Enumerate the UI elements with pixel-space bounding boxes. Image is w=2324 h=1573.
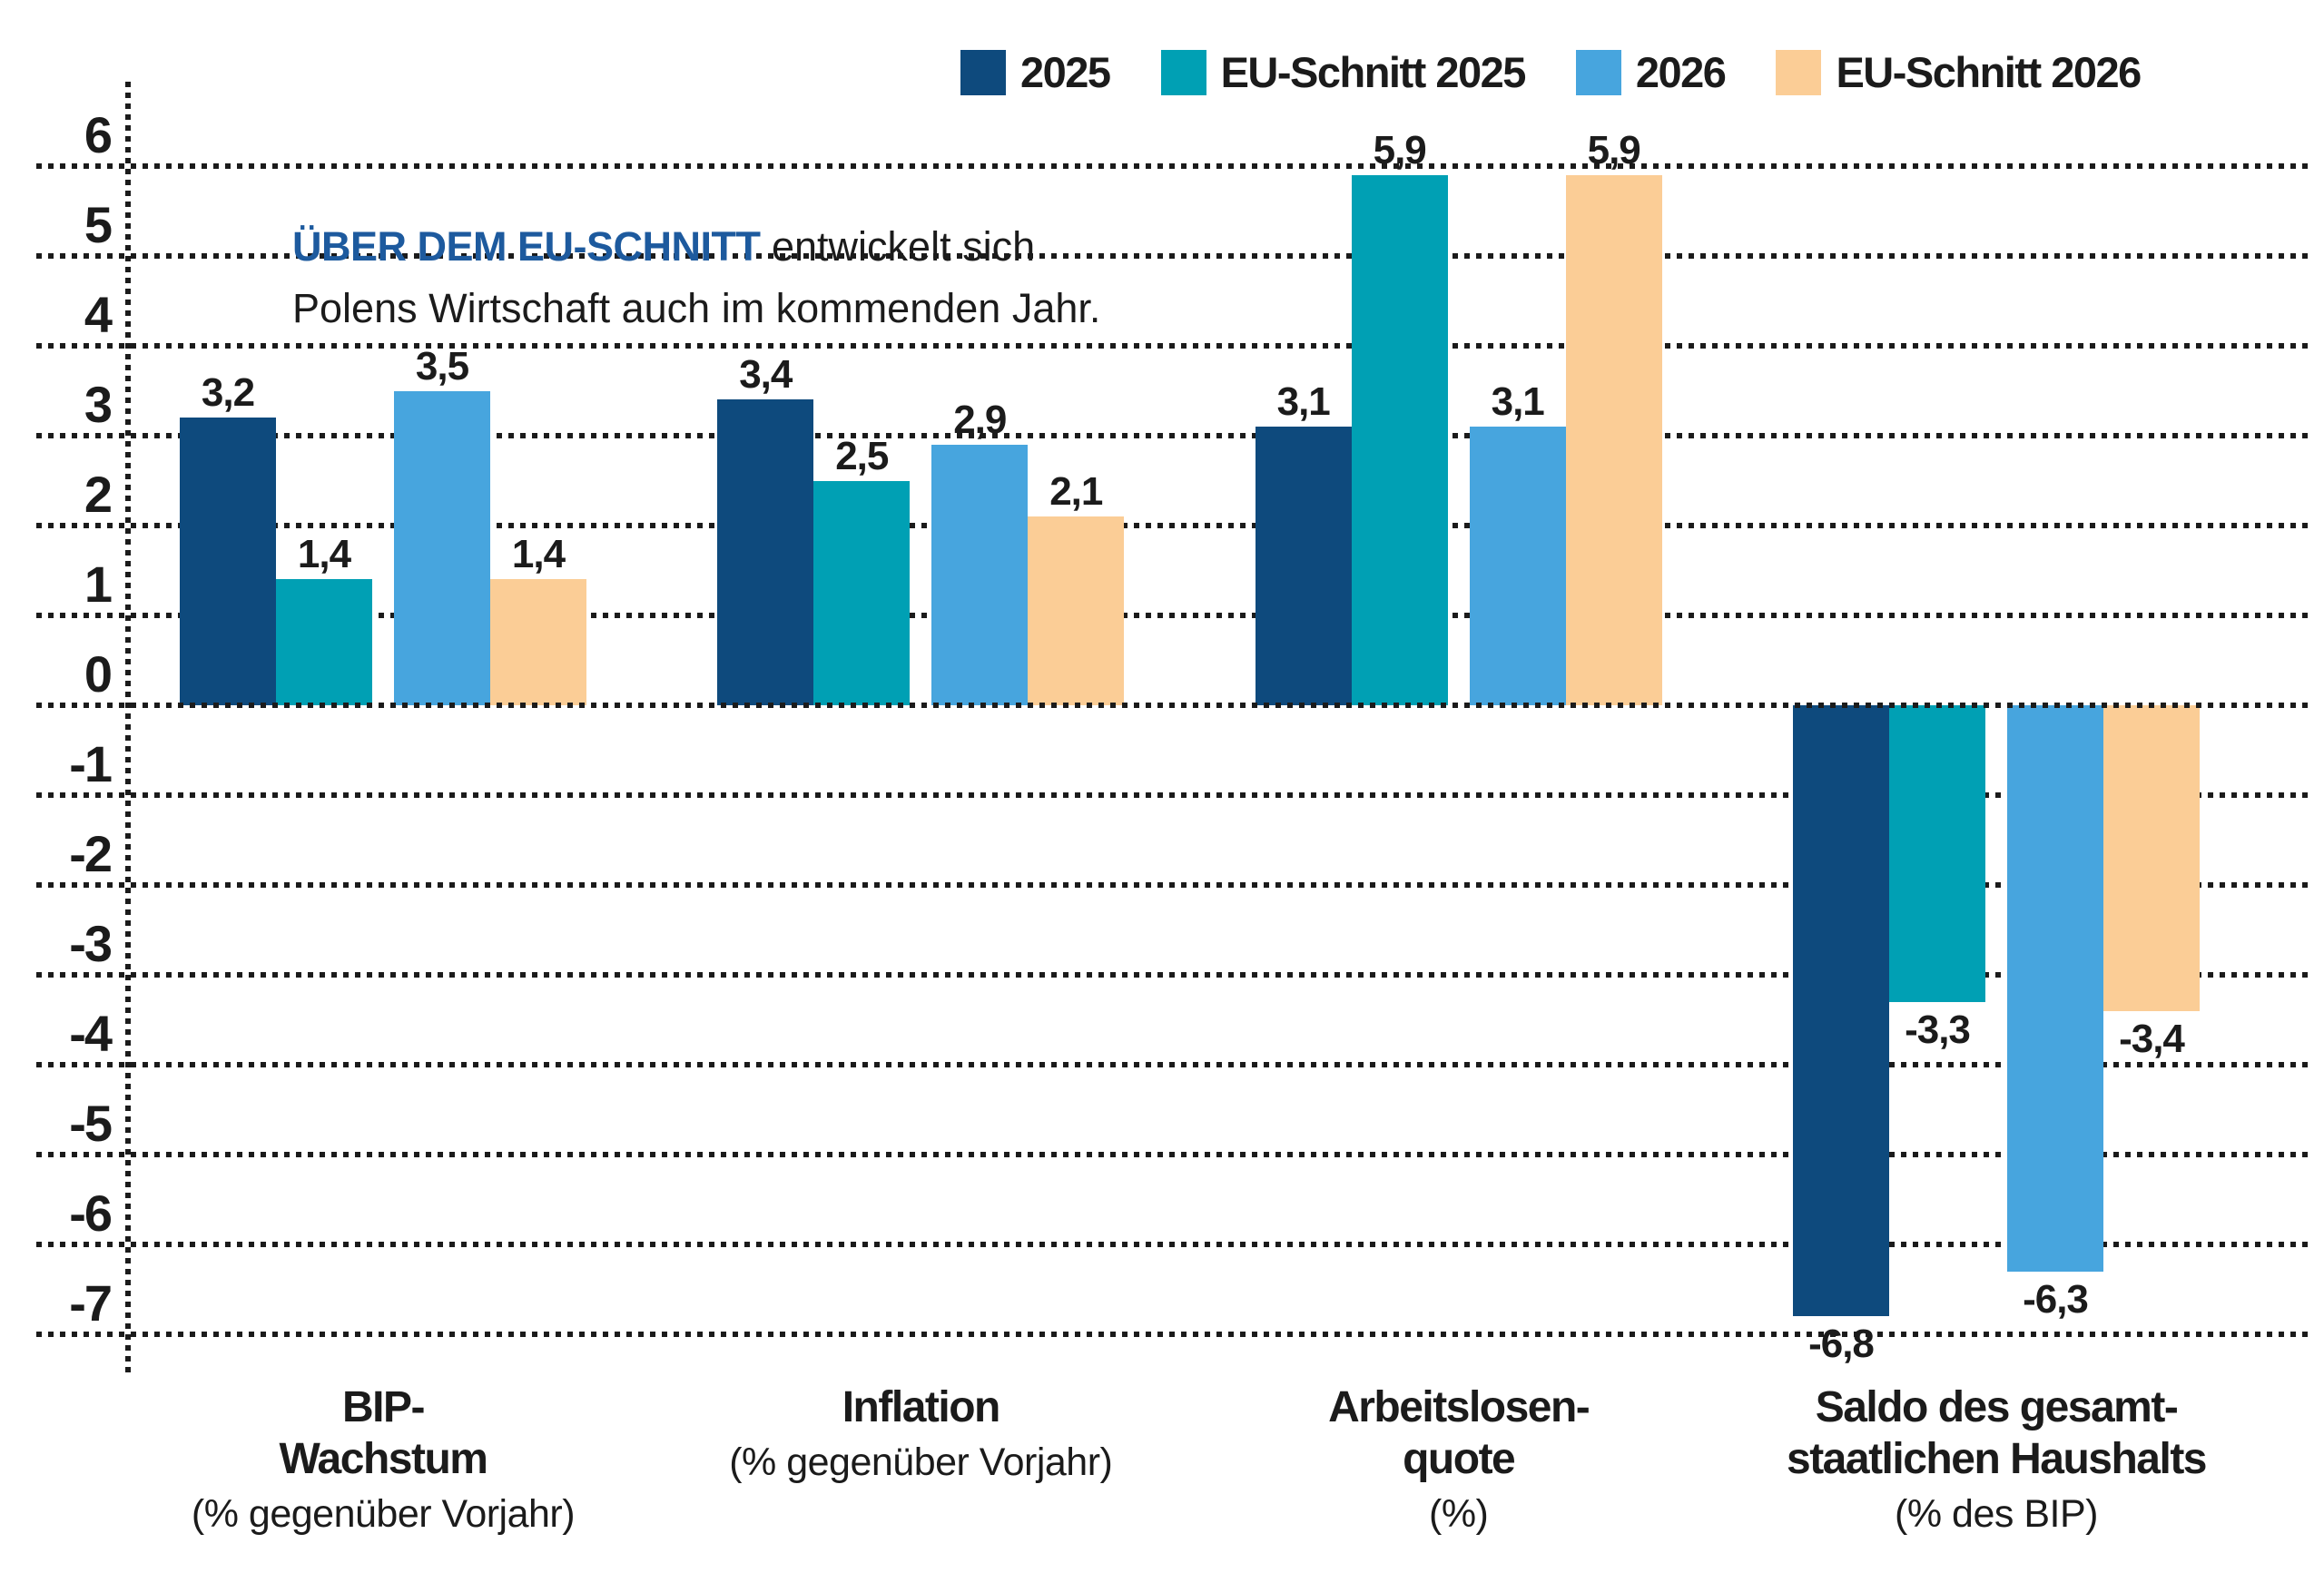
bar-value-label: 5,9: [1587, 127, 1641, 172]
bar-value-label: -3,3: [1905, 1007, 1971, 1052]
bar-value-label: -6,3: [2023, 1276, 2089, 1322]
category-label-group3: Arbeitslosen-quote (%): [1114, 1381, 1804, 1537]
category-label-main: quote: [1403, 1435, 1516, 1483]
legend-swatch-eu-schnitt-2025: [1160, 49, 1206, 95]
gridline-3: [36, 433, 2310, 438]
legend-label: 2025: [1020, 48, 1111, 96]
y-tick-label--3: -3: [69, 915, 113, 972]
bar-eu-schnitt-2025-group1: [276, 579, 372, 705]
gridline-2: [36, 523, 2310, 528]
bar-2025-group4: [1793, 705, 1889, 1317]
bar-value-label: 1,4: [297, 532, 351, 577]
category-label-main: BIP-: [342, 1383, 426, 1431]
legend-item-2025: 2025: [960, 47, 1111, 97]
gridline--6: [36, 1242, 2310, 1247]
bar-value-label: 2,5: [835, 433, 889, 478]
annotation-line-2: Polens Wirtschaft auch im kommenden Jahr…: [292, 285, 1101, 331]
y-axis-line: [125, 82, 131, 1375]
bar-2025-group2: [717, 399, 814, 705]
gridline--4: [36, 1062, 2310, 1067]
y-tick-label--7: -7: [69, 1274, 113, 1332]
gridline-1: [36, 613, 2310, 618]
category-label-group1: BIP- Wachstum (% gegenüber Vorjahr): [38, 1381, 728, 1537]
gridline-0: [36, 703, 2310, 708]
gridline-6: [36, 163, 2310, 169]
category-label-sub: (% des BIP): [1895, 1492, 2098, 1536]
bar-value-label: 3,2: [201, 370, 255, 416]
gridline--5: [36, 1152, 2310, 1157]
bar-eu-schnitt-2026-group1: [490, 579, 586, 705]
annotation: ÜBER DEM EU-SCHNITT entwickelt sich Pole…: [292, 216, 1100, 339]
gridline--2: [36, 882, 2310, 888]
legend-label: EU-Schnitt 2026: [1836, 48, 2142, 96]
legend-item-2026: 2026: [1575, 47, 1727, 97]
bar-value-label: 3,1: [1276, 379, 1331, 425]
y-tick-label-1: 1: [84, 555, 113, 613]
bar-2025-group1: [180, 418, 276, 705]
category-label-group4: Saldo des gesamt-staatlichen Haushalts (%…: [1651, 1381, 2324, 1537]
category-label-sub: (% gegenüber Vorjahr): [191, 1492, 576, 1536]
gridline--7: [36, 1332, 2310, 1337]
gridline-4: [36, 343, 2310, 349]
bar-2026-group1: [394, 390, 490, 705]
bar-value-label: 3,4: [739, 352, 793, 398]
bar-eu-schnitt-2025-group4: [1889, 705, 1985, 1002]
category-label-main: staatlichen Haushalts: [1787, 1435, 2208, 1483]
gridline-5: [36, 253, 2310, 259]
legend-swatch-eu-schnitt-2026: [1776, 49, 1822, 95]
y-tick-label-2: 2: [84, 466, 113, 523]
bar-value-label: -6,8: [1808, 1322, 1875, 1367]
y-tick-label-6: 6: [84, 106, 113, 163]
legend-item-eu-schnitt-2026: EU-Schnitt 2026: [1776, 47, 2142, 97]
bar-eu-schnitt-2025-group3: [1351, 174, 1448, 705]
legend: 2025 EU-Schnitt 2025 2026 EU-Schnitt 2026: [960, 47, 2142, 97]
bar-eu-schnitt-2026-group2: [1028, 516, 1125, 705]
bar-value-label: 2,9: [953, 397, 1007, 442]
gridline--3: [36, 972, 2310, 978]
category-label-group2: Inflation (% gegenüber Vorjahr): [576, 1381, 1265, 1485]
y-tick-label--4: -4: [69, 1005, 113, 1062]
category-label-main: Arbeitslosen-: [1328, 1383, 1590, 1431]
bar-value-label: 5,9: [1373, 127, 1427, 172]
annotation-highlight: ÜBER DEM EU-SCHNITT: [292, 223, 761, 270]
annotation-line-1: ÜBER DEM EU-SCHNITT entwickelt sich: [292, 216, 1100, 278]
bar-eu-schnitt-2026-group3: [1565, 174, 1662, 705]
y-tick-label-5: 5: [84, 196, 113, 253]
y-tick-label--6: -6: [69, 1185, 113, 1242]
bar-value-label: 3,5: [415, 343, 469, 388]
legend-label: EU-Schnitt 2025: [1220, 48, 1527, 96]
bar-2025-group3: [1255, 427, 1352, 705]
bar-value-label: 1,4: [511, 532, 566, 577]
bar-2026-group2: [931, 444, 1029, 705]
bar-eu-schnitt-2026-group4: [2103, 705, 2200, 1011]
y-tick-label--2: -2: [69, 825, 113, 882]
legend-label: 2026: [1635, 48, 1727, 96]
legend-item-eu-schnitt-2025: EU-Schnitt 2025: [1160, 47, 1527, 97]
y-tick-label-3: 3: [84, 376, 113, 433]
y-tick-label-4: 4: [84, 286, 113, 343]
bar-eu-schnitt-2025-group2: [813, 480, 911, 705]
category-label-main: Wachstum: [279, 1435, 488, 1483]
bar-value-label: 3,1: [1491, 379, 1545, 425]
legend-swatch-2025: [960, 49, 1006, 95]
category-label-sub: (%): [1429, 1492, 1489, 1536]
bar-value-label: 2,1: [1049, 469, 1103, 515]
y-tick-label-0: 0: [84, 645, 113, 703]
category-label-main: Inflation: [842, 1383, 1001, 1431]
y-tick-label--1: -1: [69, 735, 113, 792]
annotation-text: entwickelt sich: [760, 223, 1036, 270]
bar-2026-group3: [1469, 427, 1566, 705]
category-label-sub: (% gegenüber Vorjahr): [729, 1440, 1113, 1484]
gridline--1: [36, 792, 2310, 798]
bar-2026-group4: [2007, 705, 2103, 1272]
y-tick-label--5: -5: [69, 1095, 113, 1152]
bar-value-label: -3,4: [2119, 1016, 2185, 1061]
category-label-main: Saldo des gesamt-: [1815, 1383, 2179, 1431]
legend-swatch-2026: [1575, 49, 1621, 95]
